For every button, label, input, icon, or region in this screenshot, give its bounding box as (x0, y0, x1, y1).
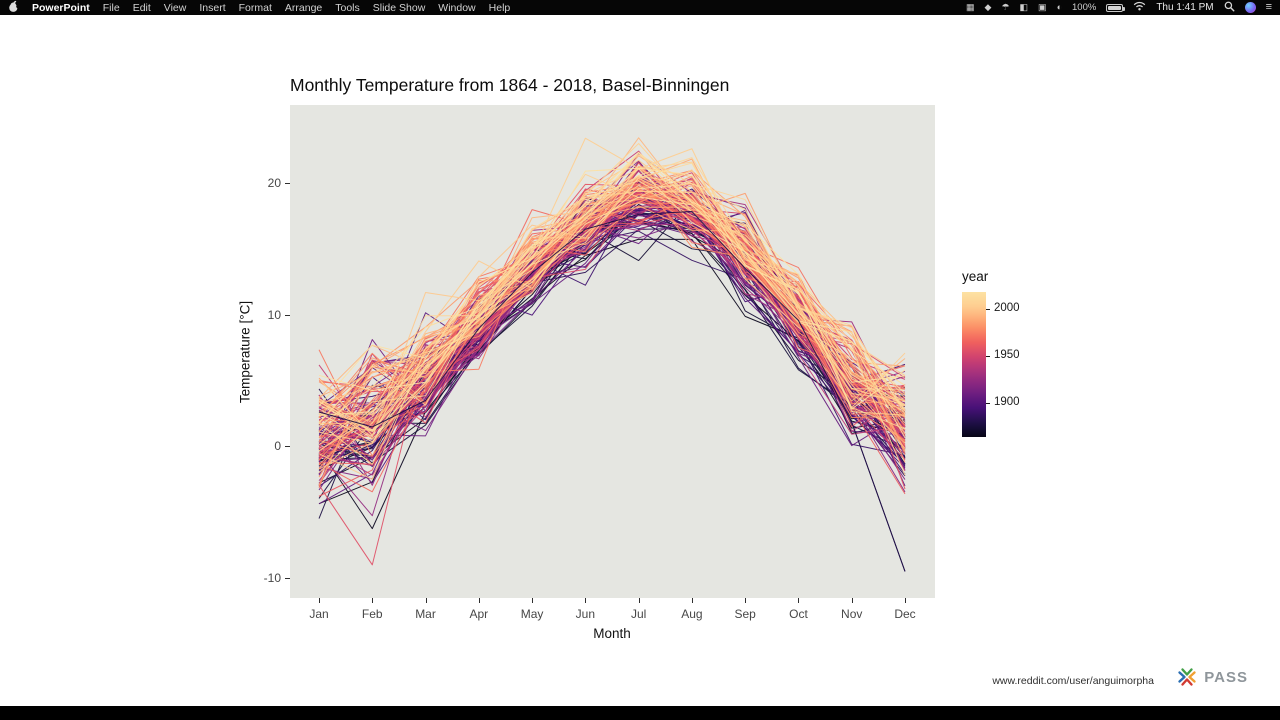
x-axis-title: Month (593, 626, 631, 641)
menu-item-format[interactable]: Format (238, 1, 272, 14)
bottom-letterbox (0, 706, 1280, 720)
window-layout-icon[interactable]: ◧ (1019, 2, 1029, 12)
grid-icon[interactable]: ▦ (966, 2, 975, 12)
dropbox-icon[interactable]: ◆ (984, 2, 992, 12)
half-circle-utility-icon[interactable]: ◐ (1056, 2, 1062, 12)
backup-umbrella-icon[interactable]: ☂ (1001, 2, 1010, 12)
menu-item-arrange[interactable]: Arrange (284, 1, 323, 14)
menu-item-tools[interactable]: Tools (335, 1, 360, 14)
menu-item-view[interactable]: View (163, 1, 187, 14)
menu-item-window[interactable]: Window (438, 1, 476, 14)
legend-colorbar (962, 292, 986, 437)
menu-bar: PowerPoint File Edit View Insert Format Arran… (0, 0, 1280, 15)
menu-status-area: ▦ ◆ ☂ ◧ ▣ ◐ 100% Thu 1:41 PM ≡ (966, 1, 1272, 15)
menu-left: PowerPoint File Edit View Insert Format Arran… (8, 0, 510, 16)
apple-menu-icon[interactable] (8, 0, 20, 16)
menu-item-slide-show[interactable]: Slide Show (372, 1, 426, 14)
pass-logo-arm-green (1181, 668, 1193, 676)
menu-clock[interactable]: Thu 1:41 PM (1156, 2, 1214, 13)
pass-logo-icon (1178, 668, 1196, 686)
menu-item-edit[interactable]: Edit (132, 1, 151, 14)
chart-title: Monthly Temperature from 1864 - 2018, Ba… (290, 75, 730, 95)
plot-area (290, 105, 935, 598)
app-menu-powerpoint[interactable]: PowerPoint (32, 1, 90, 14)
battery-icon[interactable] (1106, 3, 1126, 12)
pass-logo-arm-orange (1188, 671, 1196, 683)
siri-icon[interactable] (1244, 2, 1256, 13)
menu-item-file[interactable]: File (102, 1, 120, 14)
notification-center-icon[interactable]: ≡ (1265, 1, 1272, 13)
y-axis-title: Temperature [°C] (237, 300, 253, 404)
display-icon[interactable]: ▣ (1038, 2, 1047, 12)
legend-title: year (962, 269, 989, 284)
pass-logo-arm-red (1181, 678, 1193, 686)
wifi-icon[interactable] (1133, 1, 1146, 14)
pass-logo-text: PASS (1204, 668, 1248, 686)
spotlight-search-icon[interactable] (1224, 1, 1235, 15)
temperature-lines-canvas (290, 105, 935, 598)
menu-item-help[interactable]: Help (488, 1, 511, 14)
pass-logo: PASS (1176, 666, 1248, 688)
menu-item-insert[interactable]: Insert (199, 1, 226, 14)
pass-logo-arm-blue (1178, 671, 1186, 683)
battery-percentage: 100% (1072, 2, 1097, 13)
credit-url: www.reddit.com/user/anguimorpha (992, 675, 1154, 687)
